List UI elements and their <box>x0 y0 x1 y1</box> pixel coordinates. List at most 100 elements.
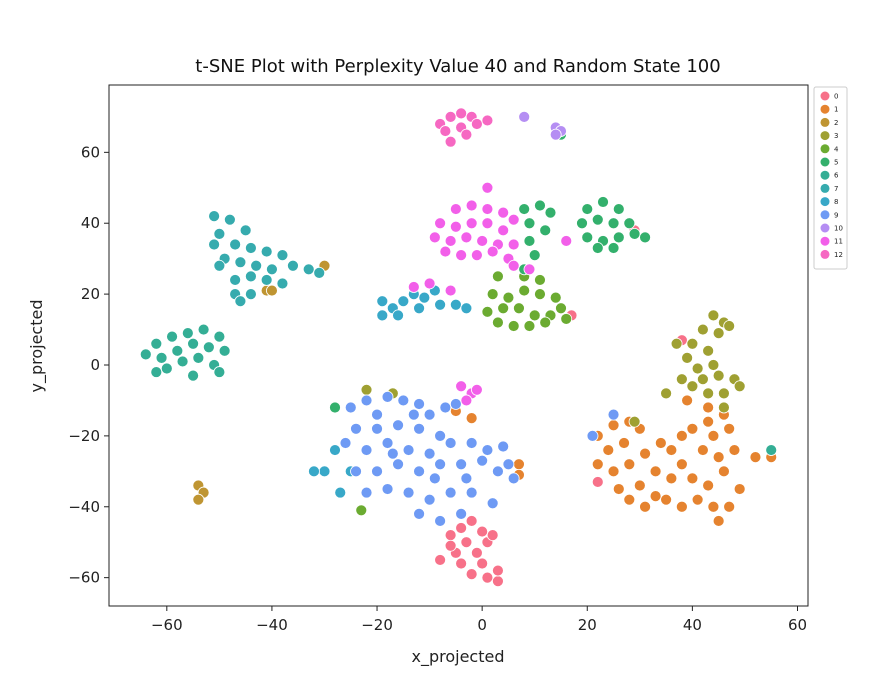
point-class-5 <box>623 217 636 230</box>
point-class-0 <box>492 575 504 588</box>
point-class-7 <box>250 259 263 272</box>
point-class-9 <box>465 486 478 499</box>
point-class-1 <box>607 465 620 478</box>
point-class-8 <box>418 291 431 304</box>
point-class-9 <box>407 408 420 421</box>
point-class-6 <box>171 344 184 357</box>
point-class-1 <box>723 500 736 513</box>
point-class-9 <box>413 422 425 435</box>
point-class-0 <box>444 539 457 552</box>
point-class-12 <box>481 114 494 127</box>
point-class-4 <box>355 504 368 517</box>
point-class-9 <box>392 419 404 432</box>
legend-label: 12 <box>834 251 843 259</box>
point-class-1 <box>665 444 678 456</box>
point-class-5 <box>329 401 341 414</box>
point-class-11 <box>407 281 420 293</box>
point-class-5 <box>576 217 588 230</box>
point-class-9 <box>586 429 599 442</box>
point-class-7 <box>234 295 247 308</box>
point-class-3 <box>360 383 373 396</box>
point-class-8 <box>449 298 462 311</box>
point-class-7 <box>287 259 299 272</box>
point-class-6 <box>218 344 231 357</box>
point-class-7 <box>229 238 242 251</box>
legend-marker <box>820 144 830 154</box>
x-axis-label: x_projected <box>412 647 505 667</box>
point-class-3 <box>702 387 715 400</box>
point-class-9 <box>444 437 457 449</box>
legend-item-0: 0 <box>820 91 838 101</box>
point-class-1 <box>654 437 667 449</box>
legend-marker <box>820 170 830 180</box>
point-class-11 <box>486 245 499 258</box>
x-tick-label: 0 <box>477 616 487 634</box>
point-class-11 <box>507 259 520 272</box>
point-class-11 <box>481 217 494 230</box>
point-class-6 <box>213 366 226 378</box>
point-class-1 <box>513 458 525 471</box>
point-class-9 <box>350 465 362 478</box>
point-class-8 <box>318 465 331 478</box>
point-class-1 <box>649 490 662 503</box>
point-class-1 <box>733 483 746 495</box>
point-class-0 <box>486 529 499 542</box>
point-class-11 <box>434 217 447 230</box>
x-tick-label: −60 <box>151 616 183 634</box>
point-class-5 <box>612 203 625 215</box>
legend-label: 3 <box>834 132 838 140</box>
point-class-8 <box>392 309 404 322</box>
legend-label: 0 <box>834 93 838 101</box>
point-class-4 <box>513 302 525 315</box>
point-class-3 <box>707 359 720 371</box>
point-class-9 <box>465 437 478 449</box>
point-class-6 <box>202 341 215 354</box>
point-class-11 <box>476 235 489 247</box>
point-class-1 <box>749 451 762 464</box>
point-class-8 <box>329 444 341 456</box>
point-class-1 <box>712 515 725 527</box>
point-class-6 <box>213 330 226 343</box>
point-class-8 <box>434 298 447 311</box>
point-class-9 <box>434 429 447 442</box>
point-class-0 <box>492 564 504 577</box>
point-class-1 <box>623 493 636 506</box>
points-layer <box>139 107 778 588</box>
legend-item-10: 10 <box>820 223 843 233</box>
point-class-0 <box>460 536 473 549</box>
point-class-1 <box>712 451 725 464</box>
x-tick-label: −40 <box>256 616 288 634</box>
point-class-9 <box>507 472 520 485</box>
point-class-1 <box>665 472 678 485</box>
point-class-7 <box>223 213 236 226</box>
point-class-1 <box>728 444 741 456</box>
point-class-11 <box>481 203 494 215</box>
point-class-6 <box>150 337 163 350</box>
point-class-1 <box>623 458 636 471</box>
legend-item-12: 12 <box>820 249 843 259</box>
point-class-9 <box>481 444 494 456</box>
point-class-5 <box>581 203 594 215</box>
legend-item-3: 3 <box>820 131 838 141</box>
point-class-3 <box>675 373 688 386</box>
legend-label: 10 <box>834 225 843 233</box>
point-class-11 <box>465 217 478 230</box>
point-class-9 <box>344 401 357 414</box>
y-tick-label: 60 <box>81 143 100 161</box>
point-class-6 <box>176 355 189 368</box>
point-class-1 <box>675 429 688 442</box>
point-class-5 <box>607 217 620 230</box>
point-class-10 <box>518 110 531 123</box>
point-class-9 <box>360 486 373 499</box>
point-class-1 <box>681 394 694 407</box>
point-class-3 <box>712 327 725 339</box>
y-tick-label: −40 <box>68 498 100 516</box>
point-class-1 <box>639 500 651 513</box>
point-class-3 <box>686 380 699 393</box>
legend-marker <box>820 183 830 193</box>
point-class-11 <box>444 235 457 247</box>
point-class-11 <box>523 263 536 276</box>
point-class-2 <box>192 493 205 506</box>
point-class-4 <box>492 316 504 329</box>
point-class-3 <box>733 380 746 393</box>
